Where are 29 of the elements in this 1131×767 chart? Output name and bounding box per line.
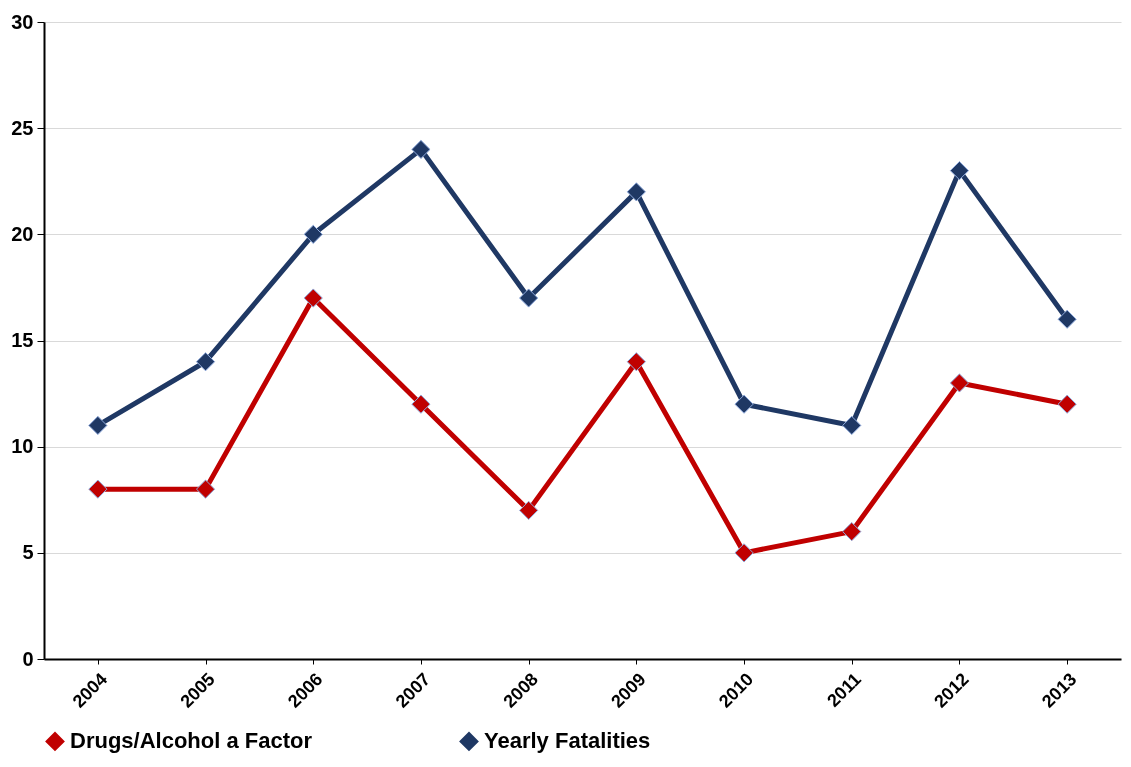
- y-tick-label: 10: [11, 435, 34, 458]
- legend-label: Yearly Fatalities: [484, 728, 651, 754]
- point: [842, 415, 862, 436]
- point: [1057, 394, 1077, 414]
- point: [303, 288, 323, 308]
- point: [734, 543, 754, 563]
- y-tick-label: 25: [11, 116, 34, 139]
- point: [519, 288, 539, 308]
- point: [626, 352, 646, 372]
- point: [195, 479, 216, 499]
- point: [303, 224, 323, 244]
- point: [1057, 309, 1077, 329]
- point: [949, 373, 970, 393]
- point: [411, 394, 431, 414]
- point: [195, 352, 216, 372]
- y-tick-label: 30: [11, 10, 34, 33]
- point: [734, 394, 754, 414]
- legend-label: Drugs/Alcohol a Factor: [70, 728, 313, 754]
- y-tick-label: 0: [22, 647, 34, 670]
- point: [626, 182, 646, 202]
- point: [88, 479, 108, 499]
- point: [88, 415, 108, 436]
- y-tick-label: 15: [11, 329, 34, 351]
- point: [411, 139, 431, 159]
- point: [519, 500, 539, 520]
- y-tick-label: 5: [22, 541, 34, 564]
- point: [842, 522, 862, 542]
- y-tick-label: 20: [11, 222, 34, 245]
- point: [949, 161, 970, 181]
